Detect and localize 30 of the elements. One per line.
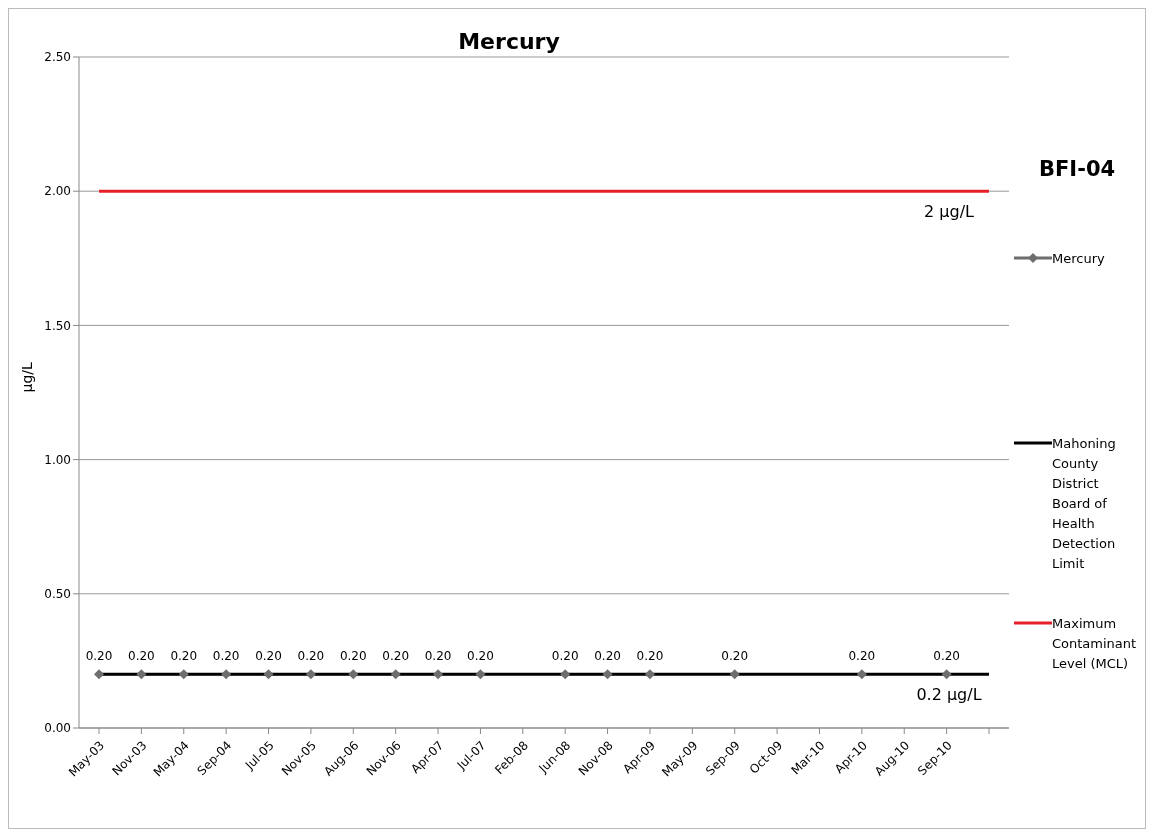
y-tick-label: 2.50	[44, 50, 71, 65]
data-label: 0.20	[467, 649, 494, 664]
data-label: 0.20	[255, 649, 282, 664]
data-label: 0.20	[933, 649, 960, 664]
annotation: 2 µg/L	[924, 201, 975, 221]
data-label: 0.20	[297, 649, 325, 664]
y-tick-label: 1.00	[44, 452, 71, 467]
y-tick-label: 2.00	[44, 184, 71, 199]
annotation: 0.2 µg/L	[916, 684, 982, 704]
data-label: 0.20	[721, 649, 749, 664]
data-label: 0.20	[212, 649, 240, 664]
data-label: 0.20	[594, 649, 621, 664]
legend-label: Maximum Contaminant Level (MCL)	[1052, 615, 1137, 673]
data-label: 0.20	[339, 649, 367, 664]
y-tick-label: 0.00	[44, 721, 71, 736]
legend-label: Mahoning County District Board of Health Detection Limit	[1052, 435, 1117, 573]
data-label: 0.20	[85, 649, 113, 664]
legend-label: Mercury	[1052, 250, 1106, 268]
data-label: 0.20	[382, 649, 410, 664]
data-label: 0.20	[636, 649, 664, 664]
y-tick-label: 0.50	[44, 587, 71, 602]
data-label: 0.20	[848, 649, 876, 664]
y-tick-label: 1.50	[44, 318, 71, 333]
data-label: 0.20	[551, 649, 579, 664]
y-axis-title: µg/L	[18, 361, 35, 393]
chart-title: Mercury	[458, 29, 560, 54]
data-label: 0.20	[128, 649, 155, 664]
data-label: 0.20	[170, 649, 198, 664]
text: BFI-04	[1039, 157, 1116, 181]
data-label: 0.20	[424, 649, 452, 664]
